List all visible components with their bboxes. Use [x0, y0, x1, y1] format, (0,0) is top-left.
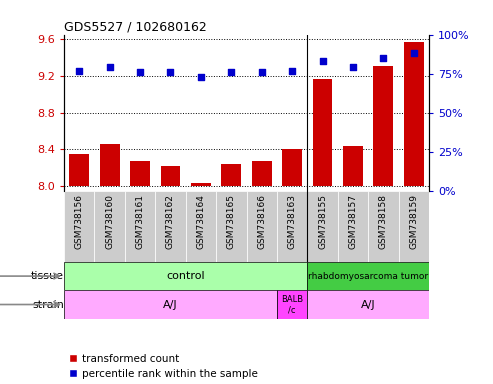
Text: GSM738159: GSM738159 [409, 194, 418, 249]
FancyBboxPatch shape [368, 191, 398, 262]
Bar [404, 42, 423, 186]
FancyBboxPatch shape [186, 191, 216, 262]
FancyBboxPatch shape [64, 191, 95, 262]
Point [410, 50, 418, 56]
Bar [313, 79, 332, 186]
Bar [373, 66, 393, 186]
Point [106, 64, 113, 70]
Text: A/J: A/J [361, 300, 375, 310]
FancyBboxPatch shape [398, 191, 429, 262]
Bar [282, 149, 302, 186]
Bar [70, 154, 89, 186]
Point [349, 64, 357, 70]
FancyBboxPatch shape [95, 191, 125, 262]
Point [167, 69, 175, 75]
Point [197, 74, 205, 80]
FancyBboxPatch shape [64, 290, 277, 319]
Text: GSM738165: GSM738165 [227, 194, 236, 249]
Text: GDS5527 / 102680162: GDS5527 / 102680162 [64, 20, 207, 33]
Text: GSM738164: GSM738164 [196, 194, 206, 249]
Text: rhabdomyosarcoma tumor: rhabdomyosarcoma tumor [308, 271, 428, 281]
FancyBboxPatch shape [307, 191, 338, 262]
FancyBboxPatch shape [64, 262, 307, 290]
FancyBboxPatch shape [307, 262, 429, 290]
Point [75, 68, 83, 74]
FancyBboxPatch shape [307, 290, 429, 319]
Point [288, 68, 296, 74]
Bar [161, 166, 180, 186]
Text: GSM738156: GSM738156 [75, 194, 84, 249]
Bar [252, 161, 272, 186]
Point [380, 55, 387, 61]
Text: strain: strain [32, 300, 64, 310]
Bar [191, 184, 211, 186]
Text: GSM738163: GSM738163 [287, 194, 297, 249]
Text: GSM738162: GSM738162 [166, 194, 175, 249]
Legend: transformed count, percentile rank within the sample: transformed count, percentile rank withi… [70, 354, 258, 379]
Point [136, 69, 144, 75]
FancyBboxPatch shape [216, 191, 246, 262]
Text: tissue: tissue [31, 271, 64, 281]
FancyBboxPatch shape [338, 191, 368, 262]
Text: GSM738155: GSM738155 [318, 194, 327, 249]
Bar [343, 146, 363, 186]
Text: GSM738166: GSM738166 [257, 194, 266, 249]
Text: GSM738160: GSM738160 [105, 194, 114, 249]
Text: GSM738157: GSM738157 [349, 194, 357, 249]
Bar [100, 144, 120, 186]
FancyBboxPatch shape [277, 191, 307, 262]
FancyBboxPatch shape [155, 191, 186, 262]
FancyBboxPatch shape [125, 191, 155, 262]
FancyBboxPatch shape [246, 191, 277, 262]
Text: GSM738161: GSM738161 [136, 194, 144, 249]
Point [258, 69, 266, 75]
Bar [130, 161, 150, 186]
Text: BALB
/c: BALB /c [281, 295, 303, 314]
FancyBboxPatch shape [277, 290, 307, 319]
Text: A/J: A/J [163, 300, 178, 310]
Text: control: control [166, 271, 205, 281]
Point [318, 58, 326, 64]
Text: GSM738158: GSM738158 [379, 194, 388, 249]
Bar [221, 164, 241, 186]
Point [227, 69, 235, 75]
